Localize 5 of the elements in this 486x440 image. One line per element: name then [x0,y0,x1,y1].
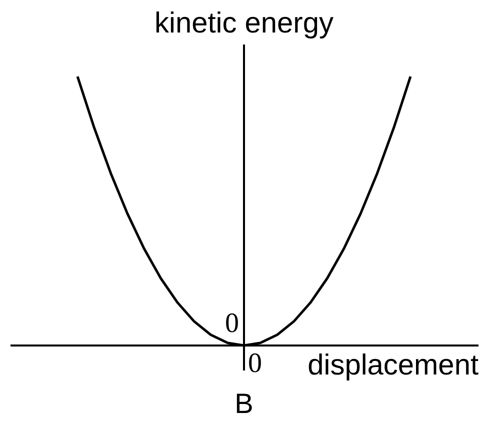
x-axis-title: displacement [308,350,479,382]
y-axis-title: kinetic energy [154,8,334,40]
text: B [234,388,254,419]
annotation: 0 [248,348,262,379]
annotation: 0 [225,308,239,339]
